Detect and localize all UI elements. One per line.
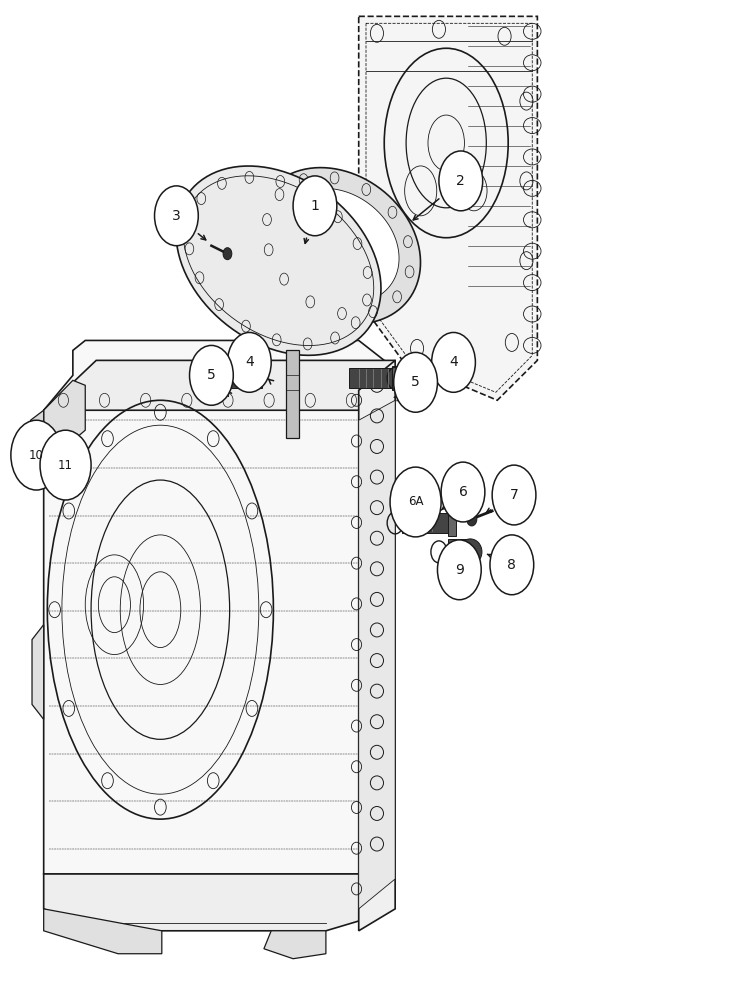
Polygon shape	[44, 909, 162, 954]
Text: 8: 8	[507, 558, 516, 572]
Text: 5: 5	[411, 375, 420, 389]
Polygon shape	[449, 510, 456, 536]
Polygon shape	[256, 168, 420, 324]
Polygon shape	[392, 366, 399, 390]
Circle shape	[390, 467, 441, 537]
Polygon shape	[359, 400, 395, 909]
Circle shape	[432, 332, 475, 392]
Text: 4: 4	[245, 355, 254, 369]
Ellipse shape	[459, 539, 482, 565]
Polygon shape	[449, 539, 470, 565]
Circle shape	[293, 176, 337, 236]
Polygon shape	[44, 360, 395, 410]
Circle shape	[492, 465, 536, 525]
Polygon shape	[403, 513, 449, 533]
Circle shape	[190, 345, 234, 405]
Text: 3: 3	[172, 209, 181, 223]
Polygon shape	[44, 340, 395, 874]
Polygon shape	[44, 874, 366, 931]
Text: 10: 10	[29, 449, 44, 462]
Polygon shape	[264, 931, 326, 959]
Polygon shape	[44, 380, 85, 460]
Text: 5: 5	[207, 368, 216, 382]
Circle shape	[438, 540, 481, 600]
Circle shape	[40, 430, 91, 500]
Polygon shape	[366, 360, 395, 874]
Polygon shape	[359, 360, 395, 931]
Polygon shape	[176, 166, 381, 355]
Circle shape	[53, 466, 64, 480]
Text: 4: 4	[449, 355, 458, 369]
Polygon shape	[213, 366, 220, 390]
Circle shape	[439, 151, 482, 211]
Polygon shape	[32, 625, 44, 719]
Text: 7: 7	[509, 488, 518, 502]
Text: 9: 9	[455, 563, 464, 577]
Circle shape	[223, 248, 232, 260]
Text: 11: 11	[58, 459, 73, 472]
Circle shape	[490, 535, 534, 595]
Text: 2: 2	[457, 174, 465, 188]
Polygon shape	[277, 188, 399, 303]
Polygon shape	[349, 368, 392, 388]
Text: 1: 1	[310, 199, 319, 213]
Circle shape	[228, 332, 271, 392]
Circle shape	[394, 352, 438, 412]
Circle shape	[11, 420, 62, 490]
Circle shape	[28, 433, 45, 457]
Circle shape	[466, 512, 477, 526]
Polygon shape	[285, 350, 299, 438]
Text: 6A: 6A	[408, 495, 423, 508]
Polygon shape	[220, 368, 263, 388]
Circle shape	[441, 462, 485, 522]
Polygon shape	[31, 410, 44, 480]
Polygon shape	[359, 16, 537, 400]
Circle shape	[154, 186, 198, 246]
Text: 6: 6	[458, 485, 468, 499]
